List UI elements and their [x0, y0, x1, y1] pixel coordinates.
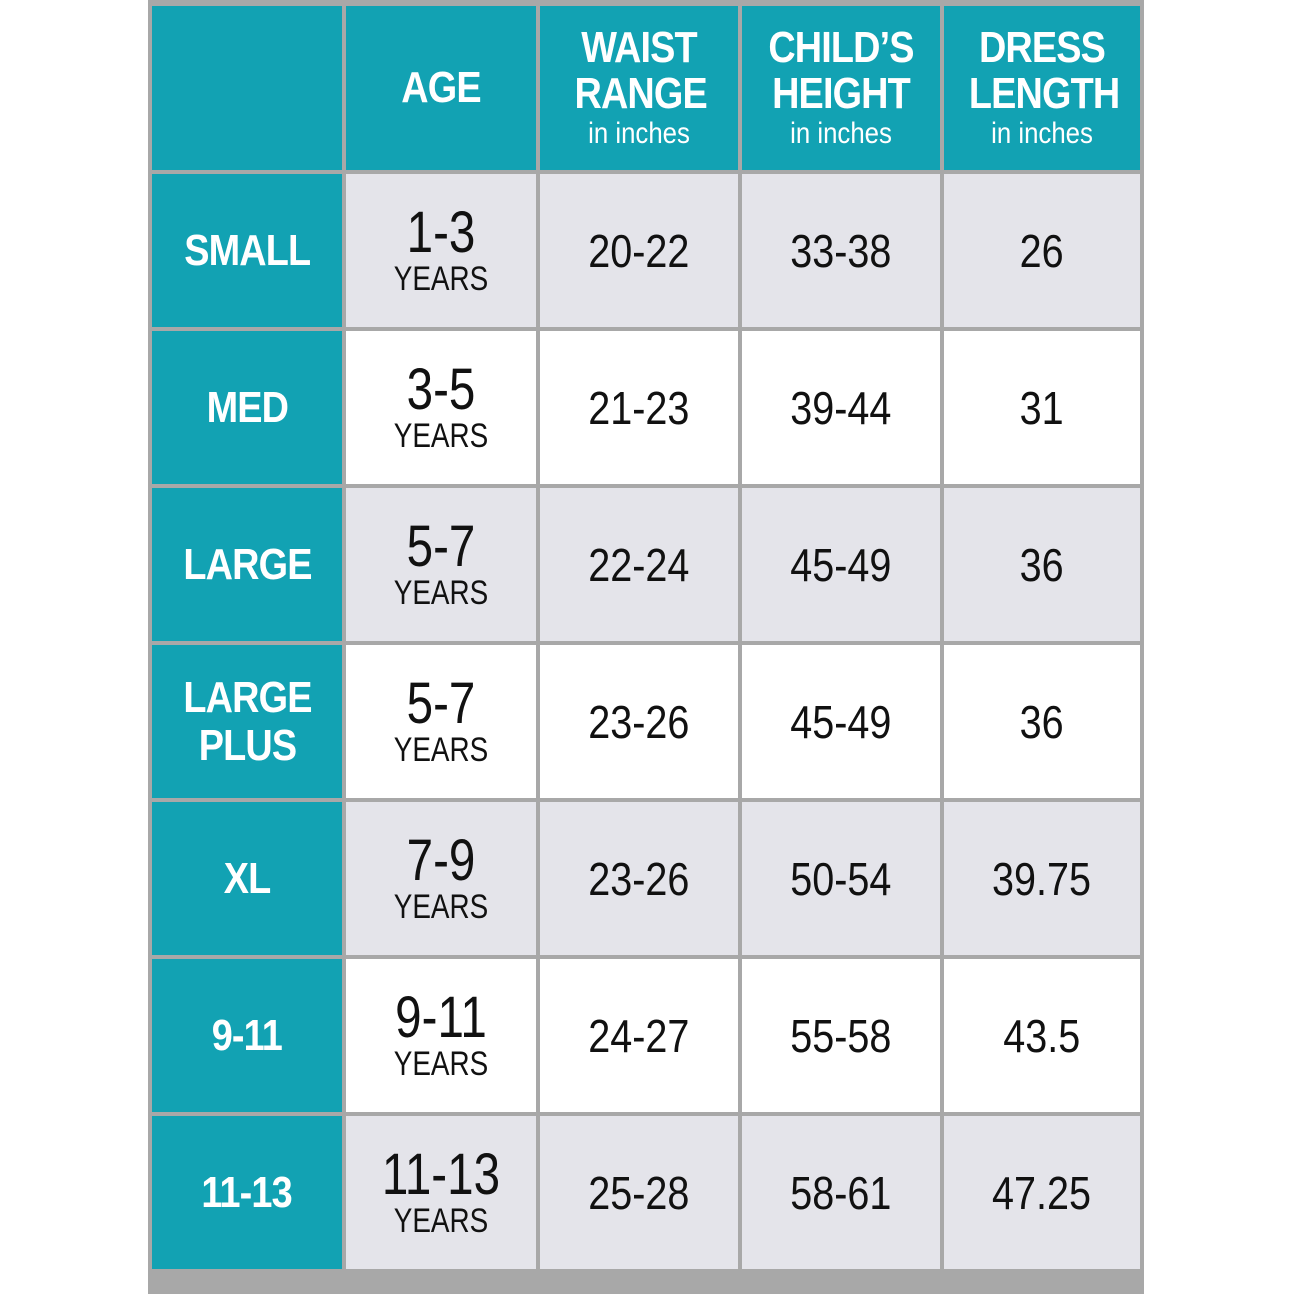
table-row: MED 3-5 YEARS 21-23 39-44 31 [152, 331, 1140, 484]
height-cell: 39-44 [742, 331, 940, 484]
size-chart: AGE WAIST RANGE in inches CHILD’S HEIGHT… [148, 0, 1144, 1294]
table-row: XL 7-9 YEARS 23-26 50-54 39.75 [152, 802, 1140, 955]
header-height-sub: in inches [790, 117, 892, 150]
age-cell: 7-9 YEARS [346, 802, 536, 955]
size-table: AGE WAIST RANGE in inches CHILD’S HEIGHT… [148, 2, 1144, 1273]
length-cell: 36 [944, 645, 1140, 798]
table-row: LARGE PLUS 5-7 YEARS 23-26 45-49 36 [152, 645, 1140, 798]
age-cell: 11-13 YEARS [346, 1116, 536, 1269]
waist-cell: 21-23 [540, 331, 738, 484]
header-height: CHILD’S HEIGHT in inches [742, 6, 940, 170]
height-cell: 45-49 [742, 488, 940, 641]
header-length: DRESS LENGTH in inches [944, 6, 1140, 170]
size-label: LARGE PLUS [152, 645, 342, 798]
header-length-sub: in inches [991, 117, 1093, 150]
age-cell: 9-11 YEARS [346, 959, 536, 1112]
table-row: LARGE 5-7 YEARS 22-24 45-49 36 [152, 488, 1140, 641]
corner-cell [152, 6, 342, 170]
table-row: SMALL 1-3 YEARS 20-22 33-38 26 [152, 174, 1140, 327]
waist-cell: 22-24 [540, 488, 738, 641]
header-waist: WAIST RANGE in inches [540, 6, 738, 170]
height-cell: 33-38 [742, 174, 940, 327]
age-cell: 3-5 YEARS [346, 331, 536, 484]
waist-cell: 23-26 [540, 645, 738, 798]
age-cell: 5-7 YEARS [346, 488, 536, 641]
height-cell: 58-61 [742, 1116, 940, 1269]
waist-cell: 24-27 [540, 959, 738, 1112]
height-cell: 50-54 [742, 802, 940, 955]
length-cell: 47.25 [944, 1116, 1140, 1269]
age-cell: 1-3 YEARS [346, 174, 536, 327]
size-label: 9-11 [152, 959, 342, 1112]
size-label: MED [152, 331, 342, 484]
waist-cell: 20-22 [540, 174, 738, 327]
header-waist-sub: in inches [588, 117, 690, 150]
waist-cell: 25-28 [540, 1116, 738, 1269]
header-age: AGE [346, 6, 536, 170]
height-cell: 55-58 [742, 959, 940, 1112]
size-label: LARGE [152, 488, 342, 641]
age-cell: 5-7 YEARS [346, 645, 536, 798]
header-row: AGE WAIST RANGE in inches CHILD’S HEIGHT… [152, 6, 1140, 170]
length-cell: 31 [944, 331, 1140, 484]
size-label: SMALL [152, 174, 342, 327]
length-cell: 36 [944, 488, 1140, 641]
length-cell: 39.75 [944, 802, 1140, 955]
length-cell: 43.5 [944, 959, 1140, 1112]
length-cell: 26 [944, 174, 1140, 327]
header-length-title: DRESS LENGTH [968, 23, 1120, 118]
header-waist-title: WAIST RANGE [574, 23, 708, 118]
size-label: XL [152, 802, 342, 955]
header-height-title: CHILD’S HEIGHT [768, 23, 914, 118]
size-label: 11-13 [152, 1116, 342, 1269]
height-cell: 45-49 [742, 645, 940, 798]
table-row: 11-13 11-13 YEARS 25-28 58-61 47.25 [152, 1116, 1140, 1269]
table-row: 9-11 9-11 YEARS 24-27 55-58 43.5 [152, 959, 1140, 1112]
waist-cell: 23-26 [540, 802, 738, 955]
